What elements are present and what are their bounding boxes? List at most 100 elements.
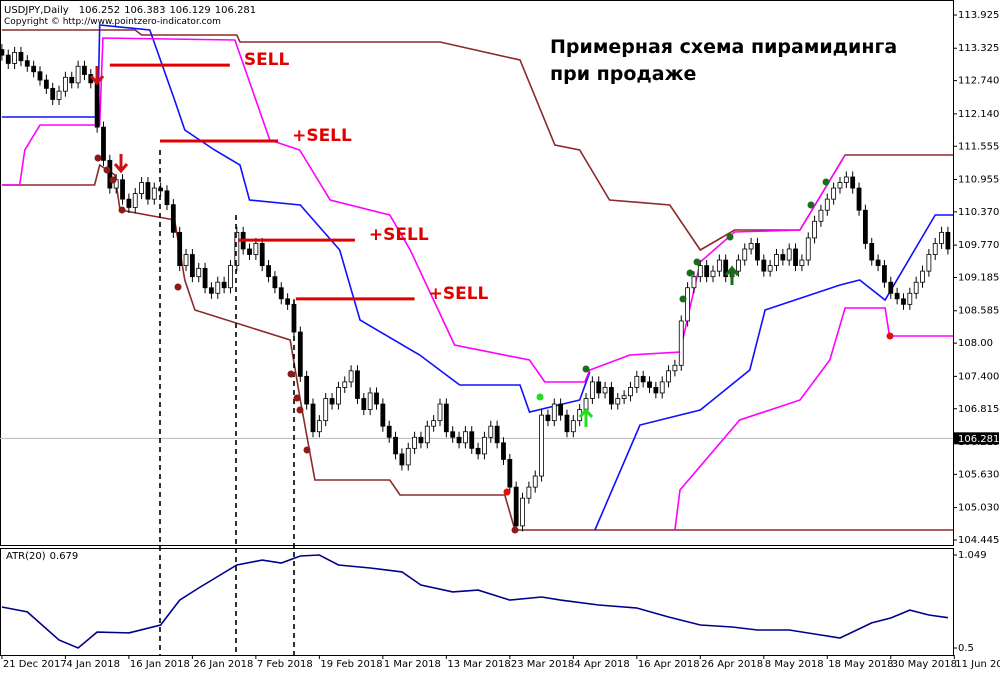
candle-body <box>856 187 862 211</box>
price-label: 106.281 <box>958 434 999 445</box>
candle-body <box>507 459 513 488</box>
candle-body <box>589 381 595 399</box>
candle-body <box>862 209 868 244</box>
header-high: 106.383 <box>124 5 165 16</box>
candle-body <box>488 425 494 438</box>
candle-body <box>304 375 310 405</box>
candle-body <box>342 381 348 388</box>
dot <box>822 178 830 186</box>
candle-body <box>570 420 576 433</box>
x-tick-label: 30 May 2018 <box>892 659 957 670</box>
sell-label: +SELL <box>429 284 489 304</box>
candle-body <box>920 270 925 283</box>
y-tick-label: 1.049 <box>958 550 987 561</box>
candle-body <box>139 182 144 194</box>
candle-body <box>355 370 360 399</box>
chart-title: USDJPY,Daily 106.252 106.383 106.129 106.281 <box>4 5 256 16</box>
y-tick-label: 105.630 <box>958 469 999 480</box>
candle-body <box>716 259 722 272</box>
sell-label: SELL <box>244 50 290 70</box>
x-tick-label: 7 Feb 2018 <box>257 659 313 670</box>
dot <box>109 176 117 184</box>
candle-body <box>520 497 525 527</box>
candle-body <box>462 431 468 444</box>
header-close: 106.281 <box>215 5 256 16</box>
candle-body <box>101 126 106 161</box>
candle-body <box>297 331 303 377</box>
candle-body <box>596 381 602 394</box>
candle-body <box>939 231 944 244</box>
channel-line <box>674 307 953 531</box>
dot <box>582 365 590 373</box>
x-tick-label: 18 May 2018 <box>828 659 893 670</box>
dot <box>693 258 701 266</box>
candle-body <box>177 231 183 266</box>
atr-value: 0.679 <box>50 551 79 562</box>
y-tick-label: 110.370 <box>958 207 999 218</box>
atr-line <box>1 554 949 649</box>
candle-body <box>393 436 398 455</box>
candle-body <box>539 414 544 477</box>
candle-body <box>278 287 284 300</box>
candle-body <box>602 387 608 394</box>
annotation: Примерная схема пирамидинга <box>550 36 897 58</box>
candle-body <box>310 403 316 433</box>
candle-body <box>126 198 132 208</box>
candle-body <box>0 49 5 56</box>
atr-title: ATR(20) 0.679 <box>6 551 78 562</box>
candle-body <box>272 276 278 289</box>
plot-area: 113.925 113.325 112.740 112.140 111.555 110.9… <box>0 10 1000 670</box>
candle-body <box>634 375 640 388</box>
candle-body <box>189 254 195 278</box>
x-tick-label: 16 Apr 2018 <box>638 659 700 670</box>
candle-body <box>685 287 691 322</box>
candle-body <box>132 193 138 208</box>
candle-body <box>202 267 208 289</box>
x-tick-label: 19 Feb 2018 <box>320 659 382 670</box>
sell-label: +SELL <box>292 126 352 146</box>
candle-body <box>348 370 354 383</box>
candle-body <box>253 243 259 255</box>
y-tick-label: 112.740 <box>958 76 999 87</box>
symbol: USDJPY,Daily <box>4 5 69 16</box>
candle-body <box>285 298 291 305</box>
dot <box>807 201 815 209</box>
main-panel <box>0 0 954 546</box>
candle-body <box>18 51 24 62</box>
candle-body <box>469 431 475 449</box>
candle-body <box>653 387 659 394</box>
candle-body <box>824 198 830 211</box>
candle-body <box>767 265 773 272</box>
candle-body <box>24 60 30 67</box>
candle-body <box>196 267 202 278</box>
candle-body <box>736 259 741 272</box>
candle-body <box>812 220 817 239</box>
header-low: 106.129 <box>169 5 210 16</box>
candle-body <box>837 182 843 189</box>
dot <box>686 269 694 277</box>
dot <box>293 394 301 402</box>
candle-body <box>678 320 684 366</box>
candle-body <box>456 436 462 444</box>
candle-body <box>221 281 227 289</box>
candle-body <box>843 176 849 183</box>
candle-body <box>431 420 437 427</box>
down-arrow <box>89 66 105 86</box>
candle-body <box>450 431 456 438</box>
candle-body <box>761 259 767 272</box>
candle-body <box>62 76 68 92</box>
x-tick-label: 26 Jan 2018 <box>193 659 253 670</box>
candle-body <box>609 387 614 405</box>
candle-body <box>615 398 621 405</box>
candle-body <box>748 243 754 250</box>
dot <box>174 283 182 291</box>
candle-body <box>551 403 557 422</box>
down-arrow <box>113 154 129 174</box>
candle-body <box>82 65 87 75</box>
candle-body <box>228 265 233 289</box>
candle-body <box>882 265 887 283</box>
x-tick-label: 13 Mar 2018 <box>447 659 510 670</box>
